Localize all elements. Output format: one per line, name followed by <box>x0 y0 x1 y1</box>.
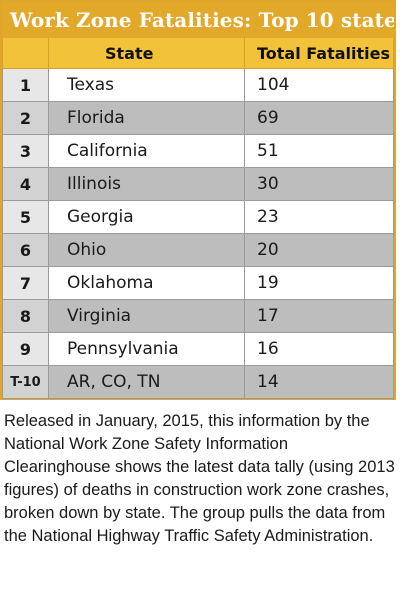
rank-cell: 3 <box>2 134 49 168</box>
table-row: T-10 AR, CO, TN 14 <box>2 365 394 399</box>
total-fatalities-cell: 16 <box>244 332 394 366</box>
fatalities-table-panel: Work Zone Fatalities: Top 10 states Stat… <box>0 0 396 400</box>
rank-cell: 4 <box>2 167 49 201</box>
rank-cell: 1 <box>2 68 49 102</box>
state-cell: AR, CO, TN <box>48 365 245 399</box>
table-body: 1 Texas 104 2 Florida 69 3 California 51 4 Illinoi… <box>2 68 394 399</box>
rank-cell: 7 <box>2 266 49 300</box>
total-fatalities-cell: 51 <box>244 134 394 168</box>
table-row: 8 Virginia 17 <box>2 299 394 333</box>
table-row: 4 Illinois 30 <box>2 167 394 201</box>
table-row: 7 Oklahoma 19 <box>2 266 394 300</box>
total-fatalities-cell: 104 <box>244 68 394 102</box>
total-fatalities-cell: 19 <box>244 266 394 300</box>
state-cell: Texas <box>48 68 245 102</box>
total-fatalities-cell: 17 <box>244 299 394 333</box>
table-row: 1 Texas 104 <box>2 68 394 102</box>
rank-cell: 6 <box>2 233 49 267</box>
state-cell: Virginia <box>48 299 245 333</box>
state-cell: Florida <box>48 101 245 135</box>
total-fatalities-cell: 14 <box>244 365 394 399</box>
rank-cell: T-10 <box>2 365 49 399</box>
state-cell: Georgia <box>48 200 245 234</box>
state-cell: Pennsylvania <box>48 332 245 366</box>
state-cell: Illinois <box>48 167 245 201</box>
rank-cell: 9 <box>2 332 49 366</box>
total-fatalities-cell: 20 <box>244 233 394 267</box>
total-fatalities-cell: 30 <box>244 167 394 201</box>
table-row: 9 Pennsylvania 16 <box>2 332 394 366</box>
table-row: 2 Florida 69 <box>2 101 394 135</box>
total-column-header: Total Fatalities <box>244 38 394 69</box>
rank-column-header <box>2 38 49 69</box>
state-column-header: State <box>48 38 245 69</box>
table-title: Work Zone Fatalities: Top 10 states <box>2 2 394 38</box>
state-cell: Ohio <box>48 233 245 267</box>
rank-cell: 2 <box>2 101 49 135</box>
rank-cell: 8 <box>2 299 49 333</box>
total-fatalities-cell: 23 <box>244 200 394 234</box>
header-row: State Total Fatalities <box>2 38 394 69</box>
source-note: Released in January, 2015, this informat… <box>4 412 395 545</box>
fatalities-table: State Total Fatalities 1 Texas 104 2 Florida… <box>2 38 394 399</box>
table-row: 6 Ohio 20 <box>2 233 394 267</box>
table-row: 3 California 51 <box>2 134 394 168</box>
total-fatalities-cell: 69 <box>244 101 394 135</box>
state-cell: California <box>48 134 245 168</box>
state-cell: Oklahoma <box>48 266 245 300</box>
rank-cell: 5 <box>2 200 49 234</box>
table-row: 5 Georgia 23 <box>2 200 394 234</box>
